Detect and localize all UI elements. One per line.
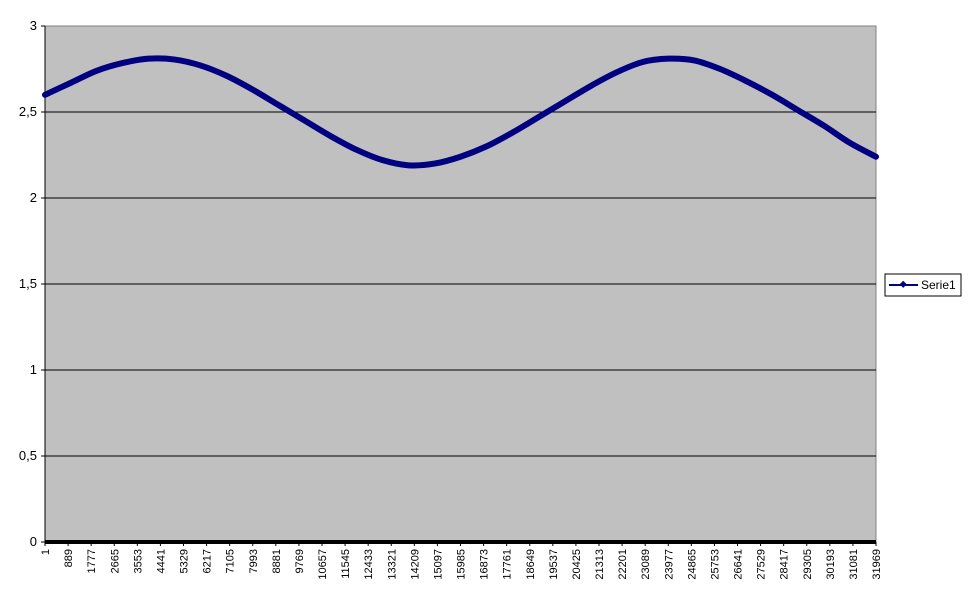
x-tick-label: 10657	[317, 549, 329, 580]
x-tick-label: 4441	[155, 549, 167, 573]
y-tick-label: 3	[30, 18, 37, 33]
x-tick-label: 13321	[386, 549, 398, 580]
y-tick-label: 0,5	[19, 448, 37, 463]
x-tick-label: 29305	[802, 549, 814, 580]
x-tick-label: 28417	[779, 549, 791, 580]
x-tick-label: 23089	[640, 549, 652, 580]
x-tick-label: 889	[63, 549, 75, 567]
x-tick-label: 3553	[132, 549, 144, 573]
x-tick-label: 21313	[594, 549, 606, 580]
y-tick-label: 0	[30, 534, 37, 549]
x-tick-label: 19537	[548, 549, 560, 580]
x-tick-label: 31969	[871, 549, 883, 580]
x-tick-label: 18649	[525, 549, 537, 580]
x-tick-label: 24865	[686, 549, 698, 580]
x-tick-label: 11545	[340, 549, 352, 579]
x-axis: 1 889 1777 2665 3553 4441 5329 6217 7105 7993 8881…	[40, 540, 883, 580]
series-line	[42, 55, 879, 169]
x-tick-label: 27529	[756, 549, 768, 580]
x-tick-label: 31081	[848, 549, 860, 580]
x-tick-label: 7993	[248, 549, 260, 573]
x-tick-label: 30193	[825, 549, 837, 580]
x-tick-label: 9769	[294, 549, 306, 573]
x-tick-label: 1	[40, 549, 52, 555]
grid-lines	[45, 111, 876, 457]
y-axis: 0 0,5 1 1,5 2 2,5 3	[19, 18, 46, 549]
x-tick-label: 8881	[271, 549, 283, 573]
x-tick-label: 17761	[502, 549, 514, 580]
x-tick-label: 23977	[663, 549, 675, 580]
y-tick-label: 1,5	[19, 276, 37, 291]
x-tick-label: 20425	[571, 549, 583, 580]
x-tick-label: 15985	[456, 549, 468, 580]
y-tick-label: 1	[30, 362, 37, 377]
legend-marker	[899, 280, 907, 288]
x-tick-label: 26641	[733, 549, 745, 580]
x-tick-label: 6217	[202, 549, 214, 573]
x-tick-label: 2665	[109, 549, 121, 573]
x-tick-label: 5329	[179, 549, 191, 573]
x-tick-label: 16873	[479, 549, 491, 580]
x-tick-label: 15097	[432, 549, 444, 580]
x-tick-label: 7105	[225, 549, 237, 573]
x-tick-label: 22201	[617, 549, 629, 580]
y-tick-label: 2	[30, 190, 37, 205]
series-group	[42, 55, 879, 169]
x-tick-label: 14209	[409, 549, 421, 580]
x-tick-label: 1777	[86, 549, 98, 573]
legend-box	[884, 273, 962, 297]
y-tick-label: 2,5	[19, 104, 37, 119]
x-tick-label: 12433	[363, 549, 375, 580]
legend-label: Serie1	[921, 278, 956, 292]
x-tick-label: 25753	[709, 549, 721, 580]
legend[interactable]: Serie1	[884, 273, 962, 297]
